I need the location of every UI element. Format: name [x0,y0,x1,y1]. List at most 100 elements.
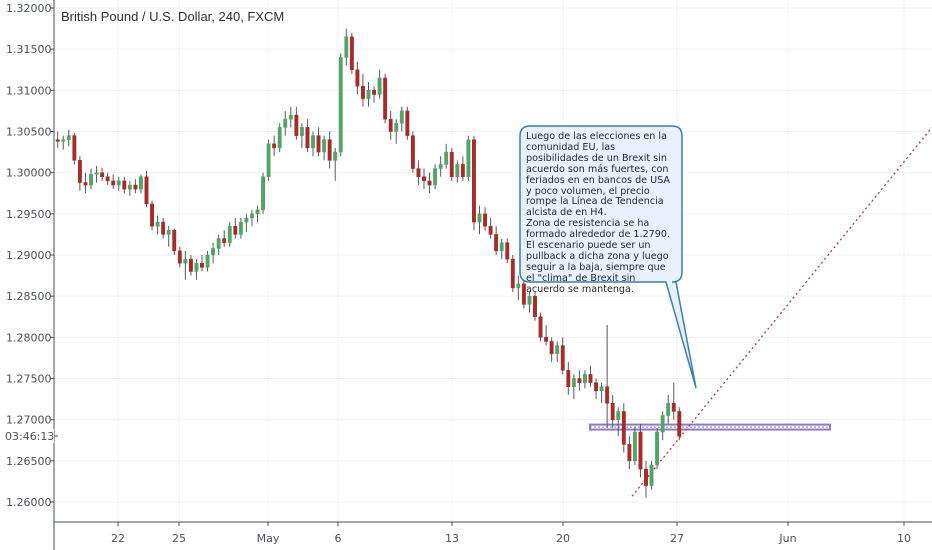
countdown-badge: 03:46:13 [0,429,58,443]
candle-body [283,118,288,128]
candle-body [277,127,282,149]
candle-body [194,262,199,272]
candle-body [89,174,93,186]
candle-body [333,151,338,161]
candle-body [261,176,266,210]
candle-body [294,114,299,136]
price-tick-label: 1.30000 [6,167,52,180]
candle-body [344,36,349,58]
candle-body [111,180,116,186]
candle-body [205,254,210,268]
candle-body [549,341,554,355]
candle-body [605,386,610,404]
candle-body [366,90,371,99]
price-axis[interactable]: 1.32000 1.31500 1.31000 1.30500 1.30000 1.295… [6,2,54,509]
candle-body [527,295,532,305]
candle-body [150,203,155,227]
candle-body [377,77,382,95]
price-tick-label: 1.31500 [6,43,52,56]
trendline[interactable] [631,126,932,497]
candle-body [499,242,504,252]
candle-body [494,234,499,252]
candle-body [405,110,410,136]
candle-body [666,402,671,416]
candle-body [566,370,571,387]
candle-body [122,180,127,190]
price-tick-label: 1.28500 [6,290,52,303]
candle-body [372,90,377,95]
candle-body [444,151,449,165]
candle-body [655,431,660,466]
candle-body [66,135,71,140]
callout-bubble[interactable] [519,125,697,389]
price-axis-background [0,0,54,550]
candle-body [316,135,321,153]
candle-body [621,411,626,445]
candle-body [338,57,343,153]
candle-body [77,160,82,183]
candle-body [632,431,637,462]
candle-body [105,176,110,182]
candle-body [671,402,676,412]
candle-body [200,262,204,268]
candle-body [538,316,543,338]
resistance-zone[interactable] [589,423,831,431]
candle-body [250,213,254,219]
candle-body [166,230,171,235]
candle-body [311,135,315,149]
candle-body [588,374,593,383]
candle-body [422,176,426,182]
candle-body [616,411,621,420]
candle-body [466,139,471,178]
candle-body [488,225,493,235]
candle-body [583,374,587,383]
candle-body [416,168,421,178]
candle-body [649,464,654,486]
candle-body [116,180,121,186]
candle-body [449,151,454,178]
candle-body [627,444,632,462]
candle-body [238,221,243,235]
trendline-dotted[interactable] [631,126,932,497]
candle-body [660,415,665,433]
candle-body [521,283,526,305]
candle-body [388,118,393,132]
candle-body [144,176,149,205]
candle-body [244,217,249,223]
price-tick-label: 1.30500 [6,126,52,139]
candle-body [533,295,537,317]
annotation-text: Luego de las elecciones en la comunidad … [526,131,671,295]
candle-body [560,345,565,371]
price-tick-label: 1.26000 [6,496,52,509]
time-axis[interactable]: 22 25 May 6 13 20 27 Jun 10 [111,522,911,545]
candle-body [255,209,260,215]
candle-body [433,168,438,186]
candle-body [438,164,443,169]
candle-body [139,176,143,190]
price-tick-label: 1.32000 [6,2,52,15]
candle-body [127,184,132,190]
time-tick-label: 20 [556,532,570,545]
candle-body [460,164,465,178]
candle-body [161,221,166,235]
grid-lines [54,0,932,522]
candle-body [571,378,576,387]
candle-body [61,139,66,142]
candle-body [305,127,310,149]
candle-body [399,110,404,124]
candle-body [410,135,415,169]
candle-body [505,242,510,260]
annotation-callout[interactable] [519,125,697,389]
candle-body [610,402,615,420]
price-tick-label: 1.26500 [6,455,52,468]
candle-body [427,180,432,186]
candle-body [455,164,460,178]
countdown-label: 03:46:13 [5,430,54,443]
candle-body [472,139,476,223]
price-tick-label: 1.28000 [6,331,52,344]
candle-body [188,258,193,272]
candle-body [383,77,388,120]
candle-body [555,345,560,355]
candle-body [483,213,488,227]
